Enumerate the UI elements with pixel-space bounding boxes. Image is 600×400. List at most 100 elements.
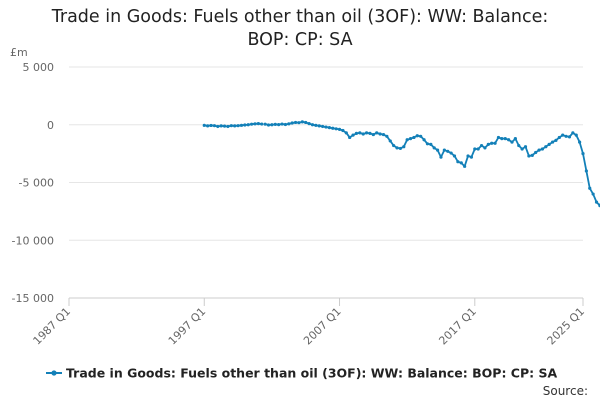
data-point xyxy=(561,133,565,137)
data-point xyxy=(236,124,240,128)
data-point xyxy=(358,131,362,135)
data-point xyxy=(206,124,210,128)
data-point xyxy=(540,147,545,151)
data-point xyxy=(584,169,588,173)
data-point xyxy=(496,135,501,140)
data-point xyxy=(371,132,375,137)
data-point xyxy=(574,133,578,137)
x-tick-label: 1987 Q1 xyxy=(31,305,74,348)
data-point xyxy=(304,120,308,125)
data-point xyxy=(419,134,423,138)
data-point xyxy=(530,153,534,157)
data-point xyxy=(422,138,426,142)
data-point xyxy=(554,138,558,142)
data-point xyxy=(594,200,599,204)
data-point xyxy=(233,124,237,128)
data-point xyxy=(300,120,304,124)
chart-title: Trade in Goods: Fuels other than oil (3O… xyxy=(0,6,600,52)
series-line xyxy=(202,120,600,208)
data-point xyxy=(226,124,230,129)
data-point xyxy=(351,133,355,137)
data-point xyxy=(209,123,213,128)
data-point xyxy=(212,124,217,128)
x-tick-label: 2017 Q1 xyxy=(436,305,479,348)
data-point xyxy=(564,134,568,138)
data-point xyxy=(310,123,315,127)
data-point xyxy=(398,146,402,151)
data-point xyxy=(483,146,487,150)
legend-label[interactable]: Trade in Goods: Fuels other than oil (3O… xyxy=(66,366,557,381)
data-point xyxy=(341,128,345,133)
data-point xyxy=(263,122,267,126)
data-point xyxy=(550,140,555,144)
data-point xyxy=(307,121,311,126)
data-point xyxy=(331,126,335,130)
data-point xyxy=(243,123,247,127)
data-point xyxy=(439,155,443,159)
data-point xyxy=(459,161,463,165)
data-point xyxy=(500,137,504,141)
data-point xyxy=(510,140,514,144)
data-point xyxy=(364,131,369,135)
x-tick-label: 1997 Q1 xyxy=(166,305,209,348)
data-point xyxy=(537,148,541,152)
data-point xyxy=(283,122,288,127)
y-axis: 5 000 0 -5 000 -10 000 -15 000 xyxy=(12,61,54,305)
data-point xyxy=(507,138,511,142)
legend: Trade in Goods: Fuels other than oil (3O… xyxy=(46,366,557,381)
data-point xyxy=(375,131,379,135)
data-point xyxy=(256,121,260,126)
data-point xyxy=(270,123,274,127)
data-point xyxy=(344,131,348,135)
data-point xyxy=(354,131,359,136)
x-tick-label: 2007 Q1 xyxy=(301,305,344,348)
data-point xyxy=(476,147,480,151)
data-point xyxy=(571,131,575,135)
data-point xyxy=(449,151,453,155)
data-point xyxy=(412,135,416,140)
data-point xyxy=(361,132,365,136)
data-point xyxy=(273,122,277,126)
data-point xyxy=(250,122,254,126)
data-point xyxy=(388,139,392,143)
chart-title-line-2: BOP: CP: SA xyxy=(247,30,353,50)
data-point xyxy=(216,124,220,129)
legend-swatch-marker xyxy=(51,370,57,376)
y-tick-label: -10 000 xyxy=(12,234,54,247)
data-point xyxy=(520,147,524,151)
data-point xyxy=(578,140,582,144)
data-point xyxy=(337,127,342,131)
data-point xyxy=(557,135,561,140)
data-point xyxy=(405,138,409,142)
data-point xyxy=(547,142,551,146)
data-point xyxy=(324,125,328,129)
y-unit-label: £m xyxy=(10,46,28,59)
data-point xyxy=(446,149,450,153)
data-point xyxy=(321,124,325,129)
data-point xyxy=(317,124,321,128)
data-point xyxy=(381,132,386,137)
data-point xyxy=(392,143,396,148)
data-point xyxy=(334,127,338,131)
y-tick-label: 0 xyxy=(47,119,54,132)
data-point xyxy=(435,148,440,152)
data-point xyxy=(222,124,227,128)
data-point xyxy=(266,123,271,127)
data-point xyxy=(513,137,517,141)
data-point xyxy=(469,155,474,159)
data-point xyxy=(517,143,521,148)
data-point xyxy=(466,154,470,158)
data-point xyxy=(277,123,281,127)
data-point xyxy=(581,152,585,156)
source-label: Source: xyxy=(543,384,588,398)
data-point xyxy=(348,135,352,140)
data-point xyxy=(202,123,206,127)
data-point xyxy=(246,123,250,127)
data-point xyxy=(473,147,477,151)
data-point xyxy=(368,131,372,136)
data-point xyxy=(527,154,531,158)
data-point xyxy=(297,121,301,125)
data-point xyxy=(486,142,490,146)
gridlines xyxy=(69,66,583,241)
data-point xyxy=(490,141,494,145)
